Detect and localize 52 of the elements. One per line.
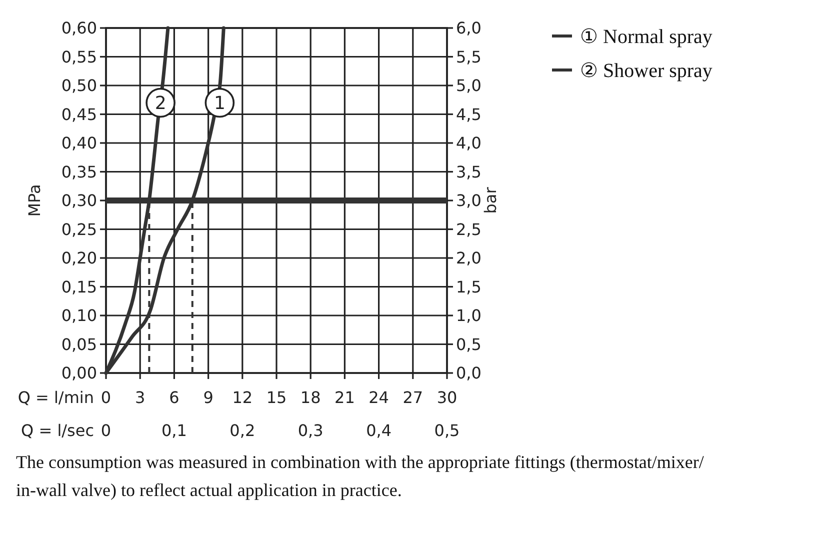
legend-label: ② Shower spray bbox=[580, 60, 712, 82]
y-tick-label: 0,10 bbox=[61, 306, 97, 326]
y-tick-label: 0,50 bbox=[61, 76, 97, 96]
y2-axis-title: bar bbox=[481, 186, 500, 214]
y2-tick-label: 0,0 bbox=[456, 364, 482, 383]
x-tick-label: 27 bbox=[402, 388, 424, 407]
y2-tick-label: 1,5 bbox=[456, 277, 482, 296]
x2-tick-label: 0 bbox=[100, 421, 112, 440]
y2-tick-label: 6,0 bbox=[456, 18, 482, 38]
x2-tick-label: 0,3 bbox=[298, 421, 324, 440]
annotation: 2 bbox=[154, 93, 166, 114]
legend-label: ① Normal spray bbox=[580, 26, 712, 48]
y-axis-title: MPa bbox=[25, 184, 44, 217]
y-tick-label: 0,45 bbox=[61, 104, 97, 124]
y-tick-label: 0,00 bbox=[61, 364, 97, 383]
y2-tick-label: 5,0 bbox=[456, 76, 482, 96]
y-tick-label: 0,05 bbox=[61, 334, 97, 354]
y2-tick-label: 0,5 bbox=[456, 334, 482, 354]
text: The consumption was measured in combination with the appropriate fittings (thermostat/mixer/ in-wall valve) to reflect actual application in practice. bbox=[16, 452, 704, 500]
y-tick-label: 0,55 bbox=[61, 47, 97, 66]
y2-tick-label: 2,5 bbox=[456, 220, 482, 239]
x-tick-label: 21 bbox=[334, 388, 355, 407]
x2-tick-label: 0,4 bbox=[366, 421, 392, 440]
y-tick-label: 0,25 bbox=[61, 220, 97, 239]
y-tick-label: 0,20 bbox=[61, 248, 97, 268]
y-tick-label: 0,60 bbox=[61, 18, 97, 38]
x-tick-label: 6 bbox=[169, 388, 180, 407]
x-tick-label: 12 bbox=[232, 388, 253, 407]
annotation: 1 bbox=[214, 93, 226, 114]
x-tick-label: 9 bbox=[203, 388, 214, 407]
y2-tick-label: 3,5 bbox=[456, 162, 482, 182]
y2-tick-label: 2,0 bbox=[456, 248, 482, 268]
y-tick-label: 0,30 bbox=[61, 191, 97, 210]
x-tick-label: 0 bbox=[100, 388, 112, 407]
x-tick-label: 24 bbox=[368, 388, 389, 407]
x-tick-label: 15 bbox=[266, 388, 287, 407]
y2-tick-label: 3,0 bbox=[456, 191, 482, 210]
x-tick-label: 3 bbox=[135, 388, 146, 407]
y-tick-label: 0,40 bbox=[61, 134, 97, 153]
x-tick-label: 18 bbox=[300, 388, 321, 407]
y2-tick-label: 4,0 bbox=[456, 134, 482, 153]
y-tick-label: 0,35 bbox=[61, 162, 97, 182]
x2-axis-title: Q = l/sec bbox=[21, 421, 94, 440]
x-tick-label: 30 bbox=[436, 388, 458, 407]
y2-tick-label: 5,5 bbox=[456, 47, 482, 66]
x2-tick-label: 0,1 bbox=[161, 421, 187, 440]
y-tick-label: 0,15 bbox=[61, 277, 97, 296]
x2-tick-label: 0,5 bbox=[434, 421, 460, 440]
y2-tick-label: 1,0 bbox=[456, 306, 482, 326]
y2-tick-label: 4,5 bbox=[456, 104, 482, 124]
x-axis-title: Q = l/min bbox=[18, 388, 94, 407]
x2-tick-label: 0,2 bbox=[230, 421, 256, 440]
